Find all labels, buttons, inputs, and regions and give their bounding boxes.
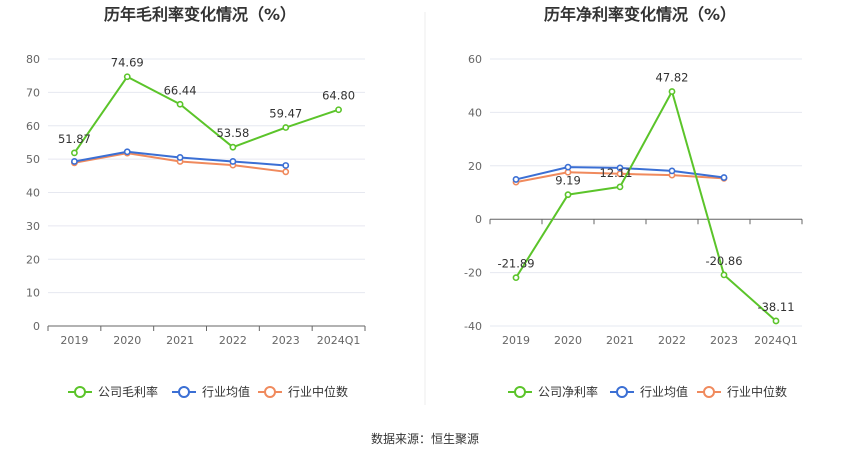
data-point-industry_avg — [564, 163, 572, 171]
data-point-industry_median — [282, 168, 290, 176]
x-tick-label: 2021 — [606, 334, 634, 347]
legend-swatch-marker — [264, 386, 276, 398]
y-tick-label: -20 — [464, 267, 482, 280]
x-tick-label: 2024Q1 — [754, 334, 798, 347]
data-point-company — [772, 317, 780, 325]
data-point-company — [282, 124, 290, 131]
data-point-industry_avg — [616, 164, 624, 172]
legend-swatch-marker — [703, 386, 715, 398]
y-tick-label: 0 — [475, 213, 482, 226]
y-tick-label: 60 — [26, 120, 40, 133]
legend-item-company: 公司净利率 — [508, 384, 598, 399]
chart-title: 历年净利率变化情况（%） — [544, 5, 736, 24]
legend-swatch-marker — [74, 386, 86, 398]
legend-label: 公司净利率 — [538, 384, 598, 399]
data-point-company — [123, 73, 131, 81]
data-point-company — [229, 143, 237, 151]
gross-margin-chart: 历年毛利率变化情况（%） 0 10 20 30 40 50 60 70 80 2019 2020 202… — [26, 5, 366, 399]
legend-item-company: 公司毛利率 — [68, 384, 158, 399]
legend-swatch-marker — [178, 386, 190, 398]
x-tick-label: 2022 — [658, 334, 686, 347]
data-label: 59.47 — [269, 107, 302, 121]
chart-title: 历年毛利率变化情况（%） — [104, 5, 296, 24]
data-point-industry_avg — [512, 176, 520, 183]
y-tick-label: 10 — [26, 287, 40, 300]
data-label: -20.86 — [705, 254, 742, 268]
legend-label: 行业均值 — [202, 384, 250, 399]
legend-item-industry_avg: 行业均值 — [610, 384, 688, 399]
x-tick-label: 2022 — [219, 334, 247, 347]
data-point-company — [176, 100, 184, 108]
data-label: 47.82 — [656, 71, 689, 85]
data-point-industry_avg — [720, 174, 728, 181]
x-tick-label: 2021 — [166, 334, 194, 347]
x-tick-label: 2023 — [710, 334, 738, 347]
y-tick-label: 40 — [26, 187, 40, 200]
data-point-company — [512, 274, 520, 282]
data-point-industry_avg — [668, 167, 676, 175]
data-point-industry_avg — [123, 148, 131, 156]
legend-label: 行业均值 — [640, 384, 688, 399]
legend-swatch-marker — [514, 386, 526, 398]
x-tick-label: 2020 — [113, 334, 141, 347]
y-tick-label: 0 — [33, 320, 40, 333]
legend-item-industry_avg: 行业均值 — [172, 384, 250, 399]
data-label: 51.87 — [58, 132, 91, 146]
data-point-industry_avg — [282, 162, 290, 169]
y-tick-label: 40 — [468, 106, 482, 119]
series-line-company — [515, 90, 777, 322]
legend-label: 行业中位数 — [288, 384, 348, 399]
data-point-industry_avg — [229, 158, 237, 165]
legend-label: 公司毛利率 — [98, 384, 158, 399]
legend-item-industry_median: 行业中位数 — [697, 384, 787, 399]
y-tick-label: 50 — [26, 153, 40, 166]
x-tick-label: 2019 — [60, 334, 88, 347]
data-label: 64.80 — [322, 89, 355, 103]
y-tick-label: 80 — [26, 53, 40, 66]
y-tick-label: 60 — [468, 53, 482, 66]
legend-swatch-marker — [616, 386, 628, 398]
net-margin-chart: 历年净利率变化情况（%） -40 -20 0 20 40 60 2019 2020 2021 202… — [464, 5, 803, 399]
series-line-company — [73, 75, 339, 154]
data-label: 53.58 — [216, 126, 249, 140]
source-label: 数据来源：恒生聚源 — [371, 431, 479, 446]
data-point-industry_avg — [176, 154, 184, 161]
y-tick-label: 30 — [26, 220, 40, 233]
y-tick-label: 20 — [26, 253, 40, 266]
data-label: 74.69 — [111, 56, 144, 70]
data-label: 12.11 — [600, 166, 633, 180]
y-tick-label: 70 — [26, 86, 40, 99]
data-point-company — [71, 149, 78, 157]
data-point-company — [720, 271, 728, 279]
data-label: 9.19 — [555, 174, 581, 188]
data-point-company — [616, 183, 624, 191]
data-label: -38.11 — [757, 300, 794, 314]
data-point-company — [335, 106, 342, 114]
data-point-company — [564, 191, 572, 199]
data-label: -21.89 — [497, 257, 534, 271]
legend-item-industry_median: 行业中位数 — [258, 384, 348, 399]
x-tick-label: 2020 — [554, 334, 582, 347]
data-point-industry_avg — [71, 158, 78, 165]
y-tick-label: -40 — [464, 320, 482, 333]
x-tick-label: 2019 — [502, 334, 530, 347]
x-tick-label: 2023 — [272, 334, 300, 347]
legend-label: 行业中位数 — [727, 384, 787, 399]
x-tick-label: 2024Q1 — [317, 334, 361, 347]
data-label: 66.44 — [164, 83, 197, 97]
y-tick-label: 20 — [468, 160, 482, 173]
data-point-company — [668, 88, 676, 95]
